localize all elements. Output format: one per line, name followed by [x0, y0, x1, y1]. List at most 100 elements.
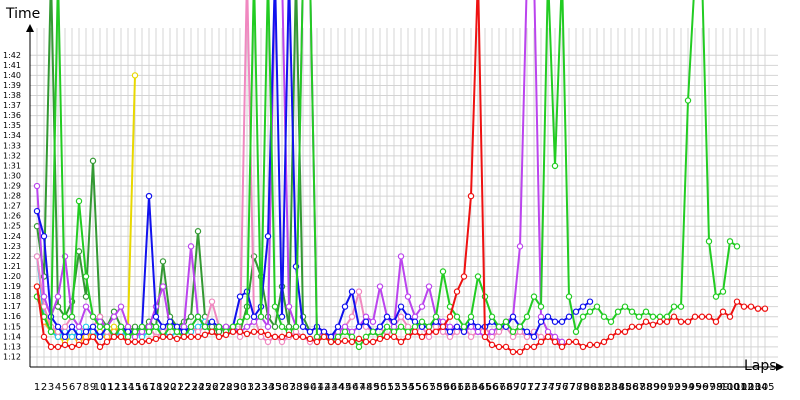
x-tick-label: 104 — [748, 382, 767, 393]
data-point — [117, 303, 125, 310]
y-tick-label: 1:16 — [3, 312, 21, 321]
data-point — [355, 323, 363, 330]
x-tick-label: 100 — [720, 382, 739, 393]
data-point — [544, 313, 552, 320]
y-tick-label: 1:28 — [3, 192, 21, 201]
data-point — [180, 323, 188, 330]
x-tick-label: 60 — [444, 382, 457, 393]
data-point — [670, 313, 678, 320]
data-point — [719, 308, 727, 315]
data-point — [460, 273, 468, 280]
data-point — [54, 333, 62, 341]
data-point — [369, 318, 377, 325]
data-point — [54, 293, 62, 300]
data-point — [33, 182, 41, 190]
x-tick-label: 22 — [178, 382, 191, 393]
data-point — [96, 333, 104, 341]
data-point — [341, 337, 349, 345]
data-point — [684, 97, 692, 104]
x-tick-label: 91 — [661, 382, 674, 393]
data-point — [404, 293, 412, 300]
data-point — [537, 303, 545, 310]
data-point — [131, 338, 139, 346]
y-axis-arrow — [26, 24, 34, 32]
data-point — [103, 338, 111, 346]
data-point — [537, 313, 545, 320]
data-point — [621, 328, 629, 336]
data-point — [47, 328, 55, 336]
data-point — [628, 323, 636, 330]
data-point — [243, 330, 251, 338]
data-point — [68, 343, 76, 351]
data-point — [558, 318, 566, 325]
data-point — [593, 303, 601, 310]
data-point — [446, 323, 454, 330]
y-tick-label: 1:19 — [3, 282, 21, 291]
data-point — [390, 328, 398, 336]
data-point — [299, 323, 307, 330]
x-tick-label: 68 — [500, 382, 513, 393]
x-axis-label: Laps — [744, 358, 777, 374]
data-point — [82, 293, 90, 300]
data-point — [138, 338, 146, 346]
data-point — [397, 313, 405, 320]
x-tick-label: 31 — [241, 382, 254, 393]
data-point — [439, 268, 447, 275]
x-tick-label: 96 — [696, 382, 709, 393]
data-point — [89, 323, 97, 330]
data-point — [397, 338, 405, 346]
data-point — [341, 328, 349, 336]
data-point — [68, 313, 76, 320]
x-tick-label: 56 — [416, 382, 429, 393]
data-point — [117, 333, 125, 341]
x-tick-label: 14 — [122, 382, 135, 393]
x-tick-label: 29 — [227, 382, 240, 393]
x-tick-label: 101 — [727, 382, 746, 393]
data-point — [278, 333, 286, 341]
x-tick-label: 79 — [577, 382, 590, 393]
data-point — [285, 303, 293, 310]
data-point — [635, 323, 643, 330]
x-tick-label: 80 — [584, 382, 597, 393]
data-point — [719, 288, 727, 295]
data-point — [187, 313, 195, 320]
y-tick-label: 1:40 — [3, 71, 21, 80]
y-tick-label: 1:22 — [3, 252, 21, 261]
x-axis-arrow — [776, 363, 784, 371]
data-point — [40, 233, 48, 240]
x-tick-label: 9 — [90, 382, 96, 393]
data-point — [236, 293, 244, 300]
data-point — [439, 323, 447, 330]
x-tick-label: 18 — [150, 382, 163, 393]
data-point — [82, 328, 90, 336]
data-point — [495, 343, 503, 351]
data-point — [68, 333, 76, 341]
data-point — [705, 313, 713, 320]
data-point — [390, 318, 398, 325]
x-tick-label: 13 — [115, 382, 128, 393]
data-point — [96, 323, 104, 330]
data-point — [677, 318, 685, 325]
data-point — [285, 323, 293, 330]
x-tick-label: 27 — [213, 382, 226, 393]
data-point — [670, 303, 678, 310]
x-tick-label: 103 — [741, 382, 760, 393]
data-point — [502, 318, 510, 325]
data-point — [334, 338, 342, 346]
data-point — [733, 298, 741, 305]
data-point — [75, 333, 83, 341]
x-tick-label: 49 — [367, 382, 380, 393]
x-tick-label: 50 — [374, 382, 387, 393]
data-point — [369, 328, 377, 336]
data-point — [607, 318, 615, 325]
data-point — [418, 318, 426, 325]
data-point — [145, 337, 153, 345]
y-tick-label: 1:39 — [3, 81, 21, 90]
data-point — [747, 303, 755, 310]
x-tick-label: 86 — [626, 382, 639, 393]
data-point — [285, 331, 293, 339]
data-point — [194, 328, 202, 336]
x-tick-label: 16 — [136, 382, 149, 393]
data-point — [194, 333, 202, 341]
y-tick-label: 1:26 — [3, 212, 21, 221]
